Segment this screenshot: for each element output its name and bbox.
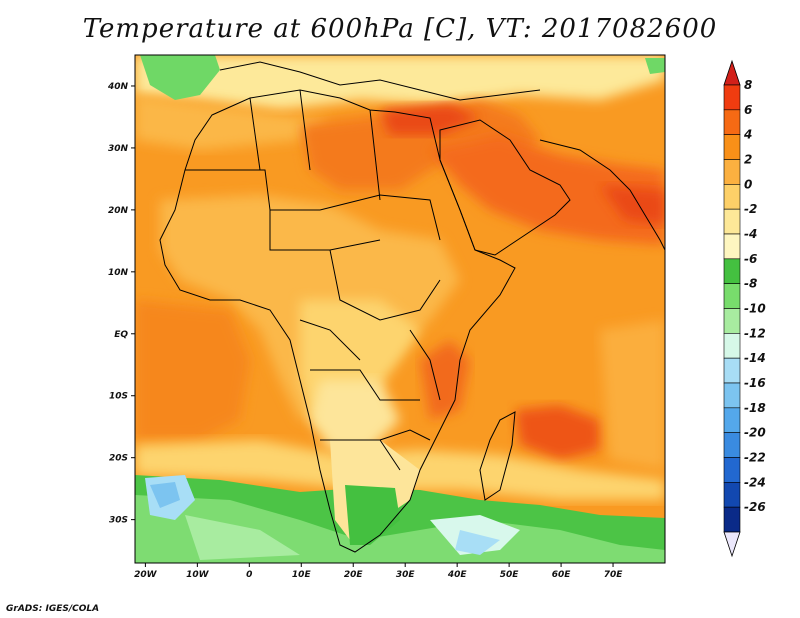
- lon-tick-label: 10W: [186, 570, 210, 580]
- colorbar-swatch: [723, 482, 741, 508]
- colorbar-label: -12: [744, 326, 766, 340]
- lat-tick-label: 40N: [107, 82, 129, 92]
- colorbar-label: -24: [744, 475, 766, 489]
- map-frame: [134, 54, 666, 564]
- colorbar-swatch: [723, 184, 741, 210]
- coastlines: [159, 61, 665, 553]
- colorbar-label: -16: [744, 376, 766, 390]
- lat-tick-label: 20N: [108, 206, 129, 216]
- lon-tick-label: 60E: [552, 570, 572, 580]
- lat-tick-label: 30N: [108, 144, 129, 154]
- colorbar-label: 4: [743, 128, 752, 142]
- colorbar-top-arrow: [723, 59, 741, 86]
- colorbar-swatch: [723, 333, 741, 359]
- colorbar-swatch: [723, 357, 741, 384]
- credit-label: GrADS: IGES/COLA: [6, 604, 100, 614]
- colorbar-swatch: [723, 382, 741, 409]
- lon-tick-label: 70E: [604, 570, 624, 580]
- colorbar-label: -14: [744, 351, 766, 365]
- colorbar-swatch: [723, 407, 741, 433]
- colorbar-legend: 8 6 4 2 0 -2 -4 -6 -8 -10 -12 -14 -16 -18 -20 -22 -24 -26: [723, 59, 766, 558]
- map-field: [135, 55, 665, 563]
- lon-tick-label: 20W: [134, 570, 158, 580]
- colorbar-swatch: [723, 432, 741, 458]
- colorbar-swatch: [723, 134, 741, 160]
- lat-tick-label: 10N: [108, 268, 129, 278]
- colorbar-label: -22: [744, 451, 766, 465]
- colorbar-swatch: [723, 159, 741, 185]
- lat-tick-label: EQ: [114, 330, 128, 340]
- colorbar-bottom-arrow: [723, 531, 741, 558]
- colorbar-swatch: [723, 283, 741, 309]
- colorbar-label: -10: [744, 302, 766, 316]
- colorbar-swatch: [723, 84, 741, 111]
- latitude-axis: 40N 30N 20N 10N EQ 10S 20S 30S: [107, 82, 135, 526]
- lat-tick-label: 10S: [109, 392, 128, 402]
- colorbar-label: 0: [744, 177, 752, 191]
- colorbar-label: -2: [744, 202, 757, 216]
- lat-tick-label: 30S: [109, 516, 128, 526]
- lon-tick-label: 10E: [292, 570, 312, 580]
- lon-tick-label: 30E: [396, 570, 416, 580]
- colorbar-label: -18: [744, 401, 766, 415]
- colorbar-swatch: [723, 258, 741, 284]
- lon-tick-label: 50E: [500, 570, 520, 580]
- longitude-axis: 20W 10W 0 10E 20E 30E 40E 50E 60E 70E: [134, 563, 623, 580]
- colorbar-label: 8: [744, 78, 752, 92]
- colorbar-label: 6: [744, 103, 752, 117]
- colorbar-swatch: [723, 457, 741, 483]
- colorbar-swatch: [723, 506, 741, 533]
- colorbar-label: -20: [744, 426, 766, 440]
- lon-tick-label: 20E: [344, 570, 364, 580]
- colorbar-label: -6: [744, 252, 757, 266]
- colorbar-label: -4: [744, 227, 757, 241]
- colorbar-swatch: [723, 208, 741, 235]
- colorbar-label: -26: [744, 500, 766, 514]
- lon-tick-label: 40E: [447, 570, 468, 580]
- colorbar-label: -8: [744, 277, 757, 291]
- map-title: Temperature at 600hPa [C], VT: 201708260…: [82, 14, 718, 44]
- colorbar-swatch: [723, 308, 741, 334]
- colorbar-swatch: [723, 109, 741, 135]
- lon-tick-label: 0: [246, 570, 252, 580]
- colorbar-swatch: [723, 233, 741, 260]
- lat-tick-label: 20S: [109, 454, 128, 464]
- colorbar-label: 2: [744, 153, 752, 167]
